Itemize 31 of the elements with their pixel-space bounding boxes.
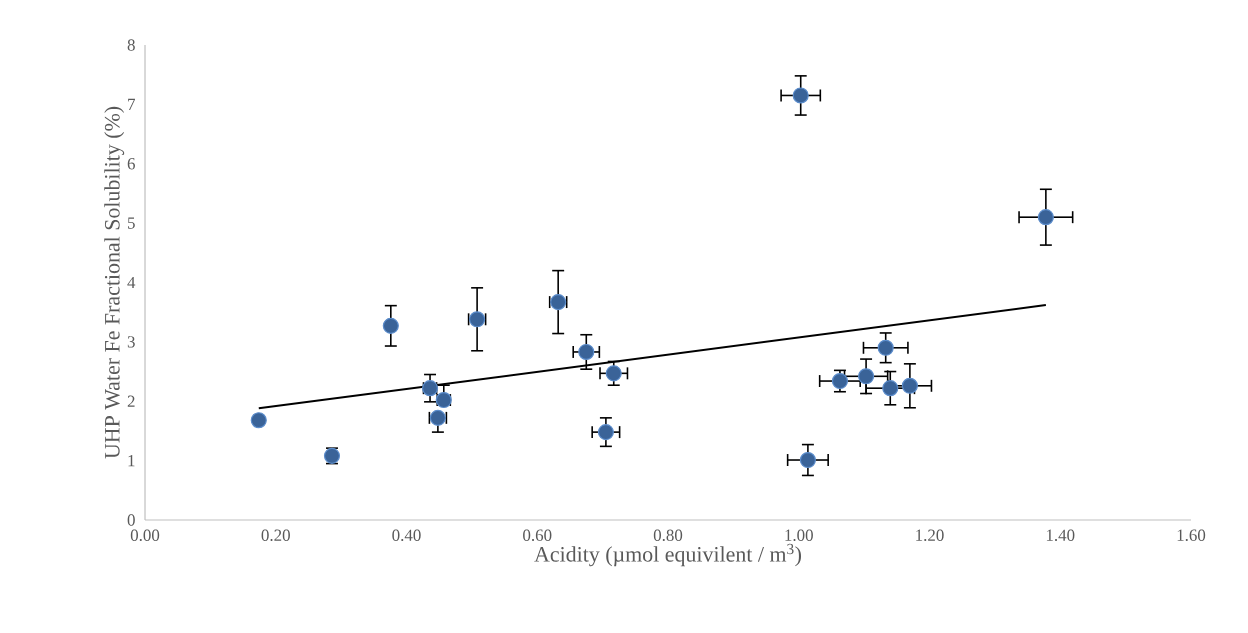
x-tick-label: 0.60 xyxy=(523,529,552,541)
point xyxy=(597,424,614,441)
x-axis-title: Acidity (µmol equivilent / m$^{3}$) xyxy=(534,543,802,567)
point xyxy=(1037,209,1054,226)
y-tick-label: 5 xyxy=(128,217,135,229)
x-tick-label: 0.40 xyxy=(392,529,421,541)
point xyxy=(858,368,875,385)
point xyxy=(250,412,267,429)
point xyxy=(877,339,894,356)
x-tick-label: 1.00 xyxy=(785,529,813,541)
y-tick-label: 7 xyxy=(128,98,136,110)
x-tick-label: 0.80 xyxy=(653,529,683,541)
point xyxy=(605,365,622,382)
x-tick-label: 1.20 xyxy=(916,529,944,541)
x-tick-label: 1.60 xyxy=(1177,529,1206,541)
y-tick-label: 6 xyxy=(127,158,135,170)
y-tick-label: 8 xyxy=(127,39,135,51)
point xyxy=(799,451,816,469)
y-tick-label: 4 xyxy=(127,276,136,289)
y-tick-label: 0 xyxy=(127,514,135,526)
y-tick-label: 1 xyxy=(128,455,135,467)
x-tick-label: 0.20 xyxy=(261,529,290,541)
y-axis-title: UHP Water Fe Fractional Solubility (%) xyxy=(104,106,125,459)
x-tick-label: 0.00 xyxy=(130,529,160,541)
point xyxy=(382,317,399,334)
y-tick-label: 2 xyxy=(127,395,135,407)
point xyxy=(792,87,809,104)
x-tick-label: 1.40 xyxy=(1046,529,1075,541)
y-tick-label: 3 xyxy=(127,336,135,348)
point xyxy=(901,377,918,394)
point xyxy=(578,343,595,361)
